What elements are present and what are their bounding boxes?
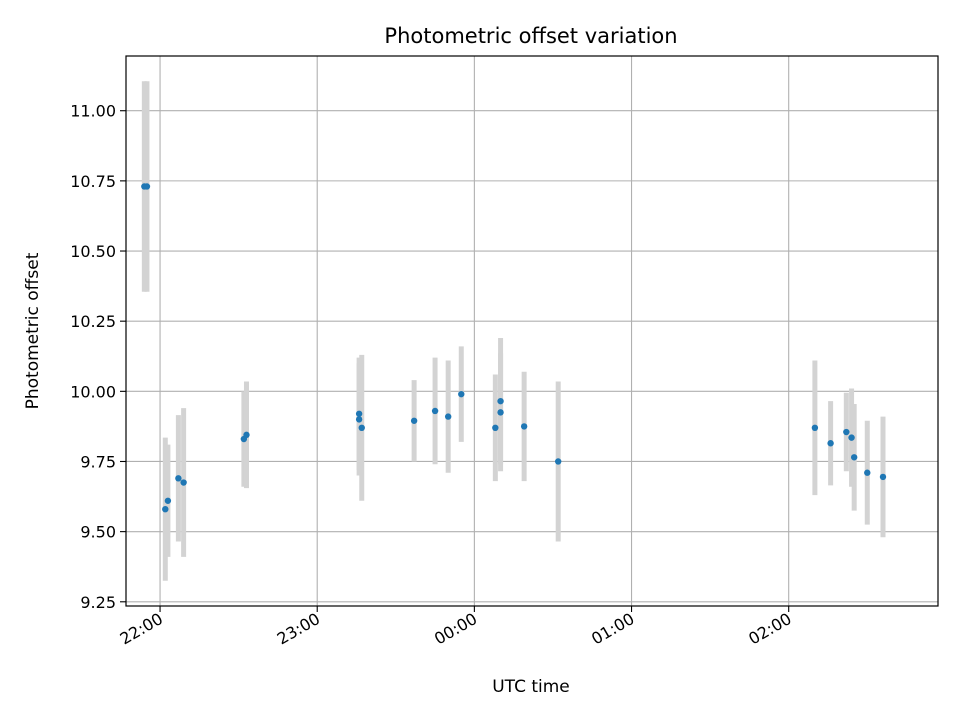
x-tick-label: 22:00 (117, 609, 166, 649)
data-points (141, 183, 887, 513)
y-tick-label: 11.00 (70, 102, 116, 121)
data-point (180, 479, 187, 486)
y-tick-label: 9.50 (80, 523, 116, 542)
data-point (164, 497, 172, 504)
y-tick-label: 10.50 (70, 242, 116, 261)
data-point (355, 416, 363, 423)
data-point (864, 469, 871, 476)
data-point (243, 431, 250, 439)
y-tick-label: 10.00 (70, 382, 116, 401)
data-point (358, 424, 365, 432)
axis-ticks: 22:00 23:00 00:00 01:00 02:00 9.25 9.50 9.75 10.… (70, 102, 795, 649)
data-point (811, 424, 819, 432)
x-tick-label: 00:00 (431, 609, 480, 649)
x-tick-label: 01:00 (588, 609, 637, 649)
y-axis-title: Photometric offset (23, 252, 43, 409)
y-tick-label: 10.75 (70, 172, 116, 191)
data-point (497, 409, 504, 416)
y-tick-label: 9.75 (80, 452, 116, 471)
grid (126, 56, 938, 606)
data-point (458, 390, 465, 398)
data-point (162, 505, 169, 513)
data-point (497, 397, 504, 405)
data-point (355, 410, 363, 417)
x-tick-label: 23:00 (274, 609, 323, 649)
data-point (175, 475, 182, 482)
data-point (410, 417, 418, 424)
data-point (431, 407, 439, 415)
data-point (848, 434, 855, 441)
data-point (850, 454, 858, 461)
x-tick-label: 02:00 (745, 609, 794, 649)
chart-title: Photometric offset variation (384, 24, 677, 48)
data-point (444, 413, 452, 420)
data-point (879, 473, 887, 481)
data-point (520, 423, 528, 430)
y-tick-label: 10.25 (70, 312, 116, 331)
y-tick-label: 9.25 (80, 593, 116, 612)
error-bars (141, 81, 886, 581)
data-point (554, 458, 562, 465)
data-point (143, 183, 151, 190)
x-axis-title: UTC time (492, 677, 570, 697)
plot-frame (125, 55, 939, 607)
data-point (843, 428, 850, 436)
data-point (827, 440, 834, 447)
data-point (492, 424, 499, 432)
